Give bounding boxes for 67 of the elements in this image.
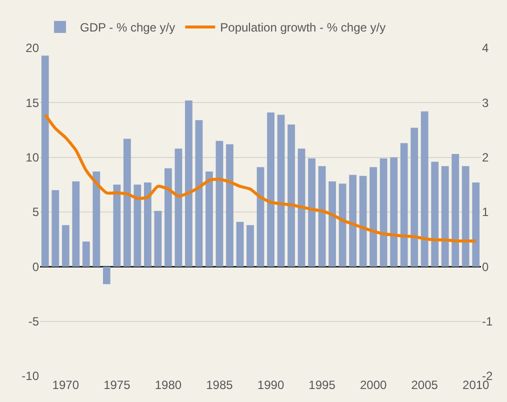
bar (134, 184, 142, 267)
bar (52, 190, 60, 267)
y-tick-label: -10 (22, 369, 40, 384)
bar (338, 184, 346, 267)
bar (41, 56, 49, 267)
bar (370, 167, 378, 267)
line-series (44, 113, 478, 243)
x-tick-label: 1995 (308, 378, 336, 392)
bar (62, 225, 70, 267)
bar (380, 158, 388, 267)
y-tick-label: 10 (26, 150, 40, 165)
bar (154, 210, 162, 267)
y-tick-label: 0 (32, 260, 40, 274)
bar (144, 182, 152, 267)
bar (431, 162, 439, 267)
bar (462, 166, 470, 267)
y-tick-label: 5 (32, 205, 40, 220)
bar (246, 225, 254, 267)
bar (185, 100, 192, 267)
y-tick-label: 20 (26, 41, 40, 56)
bar (216, 140, 224, 267)
bar (298, 148, 306, 267)
bar (113, 184, 121, 267)
x-tick-label: 2005 (411, 378, 438, 392)
bar (195, 120, 203, 267)
bar (174, 148, 182, 267)
bar (349, 174, 356, 267)
x-tick-label: 1970 (52, 378, 80, 392)
bar (308, 158, 316, 267)
bar (206, 172, 213, 267)
y2-tick-label: 0 (482, 260, 489, 274)
bar (123, 138, 131, 267)
bar (102, 266, 110, 284)
y2-tick-label: 4 (482, 41, 489, 56)
bar (267, 112, 274, 267)
bar (92, 172, 100, 267)
bar (318, 166, 326, 267)
y2-tick-label: 3 (482, 96, 489, 110)
x-tick-label: 1980 (154, 378, 182, 392)
bar (288, 124, 295, 267)
bar (420, 111, 428, 267)
bar (236, 222, 244, 267)
bar (256, 167, 264, 267)
bar (226, 144, 234, 267)
bar (72, 181, 80, 267)
y2-tick-label: 1 (482, 205, 489, 220)
y2-tick-label: 2 (482, 150, 489, 165)
bar (410, 128, 418, 267)
y-tick-label: -5 (28, 314, 40, 329)
x-tick-label: 1985 (206, 378, 234, 392)
y2-tick-label: -1 (482, 314, 493, 329)
x-tick-label: 2000 (360, 378, 387, 392)
bar (82, 242, 90, 267)
bar (277, 114, 285, 267)
legend-label: GDP - % chge y/y (80, 20, 176, 35)
x-tick-label: 1975 (104, 378, 131, 392)
bar (441, 166, 449, 267)
bar (452, 154, 460, 267)
bar (359, 176, 367, 267)
bar (400, 143, 408, 267)
bar (328, 181, 336, 267)
bar (390, 157, 398, 267)
bar (472, 182, 480, 267)
legend-label: Population growth - % chge y/y (220, 20, 386, 35)
y-tick-label: 15 (26, 96, 40, 110)
bar (164, 168, 172, 267)
x-tick-label: 1990 (257, 378, 284, 392)
